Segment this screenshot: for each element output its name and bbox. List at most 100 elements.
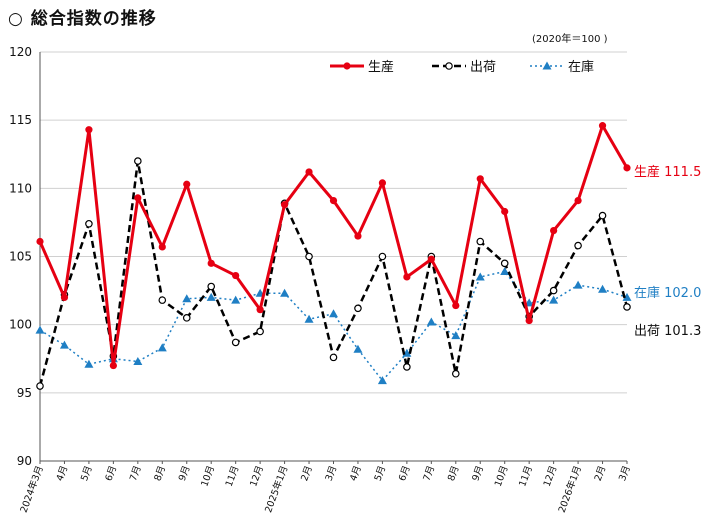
point-shipments [500,259,509,268]
x-tick-label: 3月 [324,464,340,482]
legend-label: 生産 [368,59,394,75]
x-tick-label: 8月 [446,464,462,482]
x-tick-label: 4月 [55,464,71,482]
x-tick-label: 9月 [177,464,193,482]
x-tick-label: 11月 [517,464,535,488]
x-tick-label: 10月 [199,464,217,488]
point-inventory [35,325,45,334]
end-label: 生産 111.5 [634,164,701,180]
legend-marker [445,62,453,70]
x-tick-label: 11月 [224,464,242,488]
x-tick-label: 12月 [542,464,560,488]
point-shipments [85,219,93,228]
point-production [109,361,117,370]
point-inventory [451,331,461,340]
point-production [305,168,313,176]
point-inventory [280,288,290,297]
point-inventory [598,284,608,293]
point-shipments [305,252,313,261]
x-tick-label: 5月 [373,464,389,482]
point-shipments [256,327,264,336]
x-tick-label: 2月 [593,464,609,482]
end-label: 出荷 101.3 [634,324,701,339]
end-label: 在庫 102.0 [634,286,701,301]
x-tick-label: 12月 [248,464,266,488]
point-shipments [231,338,240,347]
x-tick-label: 7月 [128,464,144,482]
point-production [60,293,69,301]
point-inventory [329,309,338,318]
point-production [378,179,387,187]
point-shipments [36,382,44,390]
point-shipments [403,363,411,371]
x-tick-label: 9月 [470,464,486,482]
point-production [476,175,484,183]
point-shipments [182,314,191,322]
point-production [280,201,289,209]
legend-marker [542,61,552,70]
point-inventory [231,295,241,304]
chart-title: ○ 総合指数の推移 [8,9,157,29]
x-tick-label: 4月 [348,464,364,482]
x-tick-label: 6月 [104,464,120,482]
point-shipments [329,353,338,362]
x-tick-label: 6月 [397,464,413,482]
point-shipments [574,241,582,250]
point-production [183,180,191,188]
point-production [550,226,558,235]
x-tick-label: 2026年1月 [556,464,584,514]
x-tick-label: 10月 [493,464,511,488]
point-production [452,301,460,310]
point-production [501,207,509,216]
point-inventory [304,314,314,323]
point-production [232,271,240,280]
series-line-0 [38,124,629,368]
x-tick-label: 2025年1月 [262,464,290,514]
y-tick-label: 95 [17,386,32,400]
point-inventory [622,292,632,301]
point-production [623,164,631,172]
point-production [354,232,362,240]
y-tick-label: 120 [9,45,32,59]
point-shipments [476,237,485,246]
x-tick-label: 3月 [617,464,633,482]
y-tick-label: 90 [17,454,32,468]
point-inventory [84,359,94,368]
point-inventory [59,340,69,349]
point-inventory [426,317,436,326]
point-inventory [353,344,363,353]
point-shipments [207,282,216,291]
point-inventory [402,348,412,357]
point-shipments [158,296,167,304]
point-production [598,122,607,130]
point-shipments [549,286,558,295]
x-tick-label: 7月 [421,464,437,482]
point-shipments [623,303,631,311]
point-production [85,126,93,134]
x-tick-label: 2月 [299,464,315,482]
point-inventory [549,295,559,304]
point-inventory [182,294,192,303]
x-tick-label: 5月 [79,464,95,482]
point-shipments [451,369,460,378]
point-production [574,197,582,205]
point-inventory [475,272,485,281]
point-production [403,273,411,281]
y-tick-label: 115 [9,113,32,127]
legend-label: 出荷 [470,60,496,75]
x-tick-label: 8月 [152,464,168,482]
unit-note: (2020年＝100 ) [532,34,608,45]
point-production [134,194,142,202]
point-production [158,243,166,251]
point-production [207,259,215,267]
point-inventory [133,356,143,365]
legend-marker [343,62,351,70]
point-shipments [134,157,142,165]
y-tick-label: 105 [9,250,32,264]
point-production [525,316,533,325]
point-production [36,237,44,246]
y-tick-label: 100 [9,318,32,332]
point-inventory [206,292,216,301]
point-shipments [378,252,387,261]
